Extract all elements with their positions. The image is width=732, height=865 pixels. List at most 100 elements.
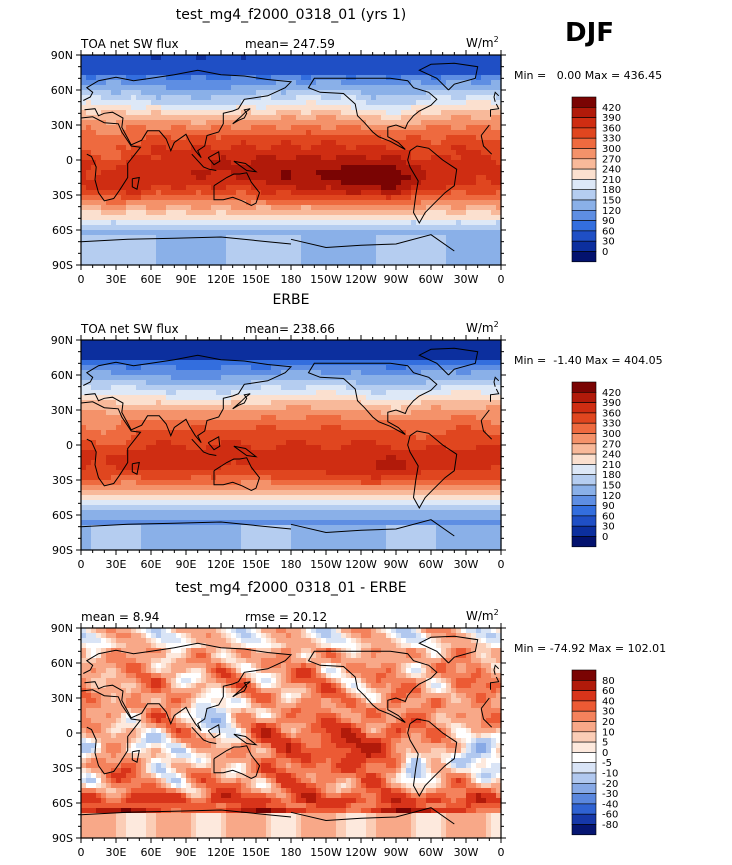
field-cell bbox=[126, 260, 132, 266]
field-cell bbox=[231, 105, 237, 111]
field-cell bbox=[366, 400, 372, 406]
field-cell bbox=[181, 140, 187, 146]
field-cell bbox=[276, 365, 282, 371]
field-cell bbox=[96, 125, 102, 131]
field-cell bbox=[136, 240, 142, 246]
field-cell bbox=[256, 240, 262, 246]
field-cell bbox=[346, 205, 352, 211]
field-cell bbox=[131, 170, 137, 176]
field-cell bbox=[421, 235, 427, 241]
field-cell bbox=[296, 125, 302, 131]
lat-tick-label: 90S bbox=[52, 259, 73, 272]
field-cell bbox=[161, 355, 167, 361]
field-cell bbox=[431, 345, 437, 351]
field-cell bbox=[236, 150, 242, 156]
field-cell bbox=[121, 85, 127, 91]
field-cell bbox=[356, 410, 362, 416]
field-cell bbox=[421, 80, 427, 86]
field-cell bbox=[86, 385, 92, 391]
field-cell bbox=[436, 370, 442, 376]
field-cell bbox=[211, 400, 217, 406]
field-cell bbox=[366, 55, 372, 61]
field-cell bbox=[81, 370, 87, 376]
field-cell bbox=[281, 410, 287, 416]
field-cell bbox=[246, 115, 252, 121]
field-cell bbox=[256, 135, 262, 141]
field-cell bbox=[96, 175, 102, 181]
field-cell bbox=[331, 185, 337, 191]
field-cell bbox=[481, 115, 487, 121]
field-cell bbox=[286, 375, 292, 381]
field-cell bbox=[281, 140, 287, 146]
field-cell bbox=[476, 145, 482, 151]
field-cell bbox=[336, 205, 342, 211]
field-cell bbox=[481, 200, 487, 206]
field-cell bbox=[106, 140, 112, 146]
field-cell bbox=[381, 190, 387, 196]
field-cell bbox=[431, 255, 437, 261]
field-cell bbox=[221, 385, 227, 391]
field-cell bbox=[96, 250, 102, 256]
field-cell bbox=[356, 100, 362, 106]
field-cell bbox=[311, 105, 317, 111]
field-cell bbox=[496, 355, 502, 361]
field-cell bbox=[176, 405, 182, 411]
field-cell bbox=[421, 140, 427, 146]
field-cell bbox=[426, 60, 432, 66]
field-cell bbox=[301, 230, 307, 236]
field-cell bbox=[466, 235, 472, 241]
field-cell bbox=[96, 240, 102, 246]
field-cell bbox=[131, 410, 137, 416]
field-cell bbox=[411, 260, 417, 266]
field-cell bbox=[161, 85, 167, 91]
field-cell bbox=[121, 350, 127, 356]
field-cell bbox=[236, 180, 242, 186]
field-cell bbox=[246, 400, 252, 406]
field-cell bbox=[191, 200, 197, 206]
field-cell bbox=[91, 90, 97, 96]
field-cell bbox=[246, 165, 252, 171]
field-cell bbox=[476, 195, 482, 201]
field-cell bbox=[166, 90, 172, 96]
field-cell bbox=[201, 80, 207, 86]
field-cell bbox=[481, 245, 487, 251]
field-cell bbox=[96, 120, 102, 126]
field-cell bbox=[151, 380, 157, 386]
field-cell bbox=[176, 80, 182, 86]
field-cell bbox=[456, 190, 462, 196]
field-cell bbox=[301, 170, 307, 176]
field-cell bbox=[236, 75, 242, 81]
field-cell bbox=[416, 205, 422, 211]
field-cell bbox=[136, 75, 142, 81]
field-cell bbox=[451, 205, 457, 211]
field-cell bbox=[216, 165, 222, 171]
field-cell bbox=[226, 210, 232, 216]
field-cell bbox=[496, 245, 502, 251]
field-cell bbox=[376, 80, 382, 86]
field-cell bbox=[111, 145, 117, 151]
field-cell bbox=[461, 135, 467, 141]
field-cell bbox=[416, 350, 422, 356]
field-cell bbox=[266, 70, 272, 76]
field-cell bbox=[161, 110, 167, 116]
field-cell bbox=[141, 245, 147, 251]
field-cell bbox=[251, 390, 257, 396]
field-cell bbox=[256, 245, 262, 251]
field-cell bbox=[186, 230, 192, 236]
field-cell bbox=[411, 160, 417, 166]
field-cell bbox=[486, 85, 492, 91]
field-cell bbox=[311, 130, 317, 136]
field-cell bbox=[116, 205, 122, 211]
field-cell bbox=[196, 170, 202, 176]
field-cell bbox=[336, 110, 342, 116]
field-cell bbox=[331, 410, 337, 416]
field-cell bbox=[341, 105, 347, 111]
field-cell bbox=[306, 375, 312, 381]
field-cell bbox=[161, 200, 167, 206]
field-cell bbox=[496, 370, 502, 376]
field-cell bbox=[296, 100, 302, 106]
field-cell bbox=[141, 105, 147, 111]
colorbar-swatch bbox=[571, 220, 597, 232]
field-cell bbox=[176, 175, 182, 181]
field-cell bbox=[236, 65, 242, 71]
